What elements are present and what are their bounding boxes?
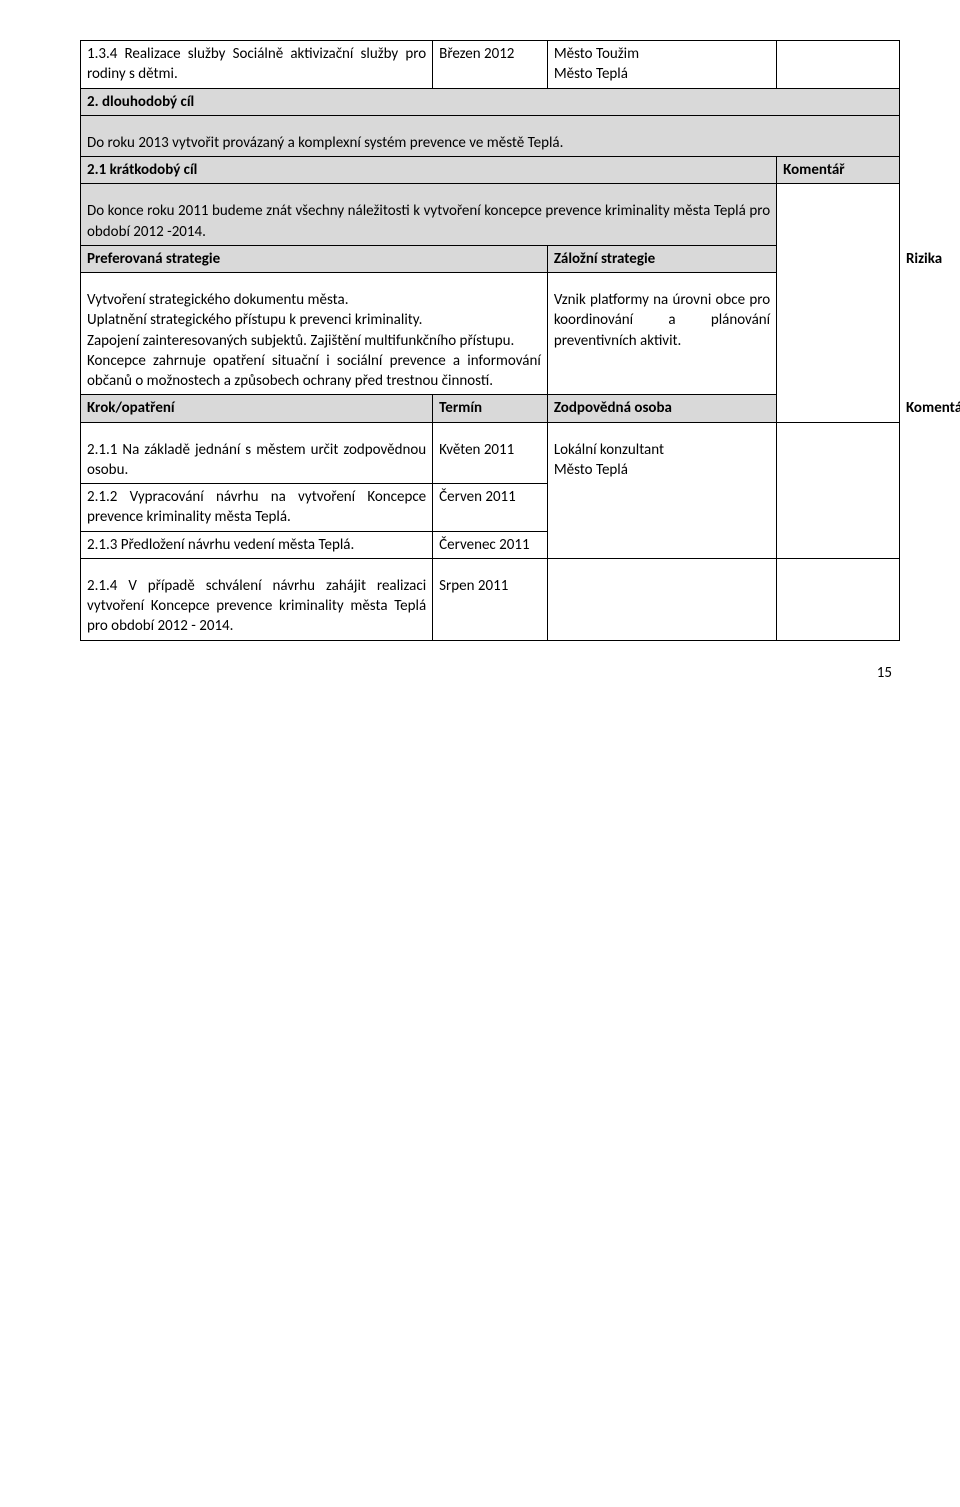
cell-backup-strategy-text: Vznik platformy na úrovni obce pro koord…	[547, 273, 776, 395]
document-table: 1.3.4 Realizace služby Sociálně aktiviza…	[80, 40, 900, 641]
table-row: 2.1.4 V případě schválení návrhu zahájit…	[81, 558, 900, 640]
cell-longterm-goal-text: Do roku 2013 vytvořit provázaný a komple…	[81, 115, 900, 156]
cell-responsible: Lokální konzultant Město Teplá	[547, 422, 776, 558]
paragraph: 2.1.1 Na základě jednání s městem určit …	[87, 440, 426, 481]
text-city: Město Teplá	[554, 460, 770, 480]
table-row: 2.1 krátkodobý cíl Komentář	[81, 157, 900, 184]
paragraph: Do konce roku 2011 budeme znát všechny n…	[87, 201, 770, 242]
cell-preferred-strategy-text: Vytvoření strategického dokumentu města.…	[81, 273, 548, 395]
cell-longterm-goal-heading: 2. dlouhodobý cíl	[81, 88, 900, 115]
cell-step-2-1-2: 2.1.2 Vypracování návrhu na vytvoření Ko…	[81, 484, 433, 532]
cell-term: Srpen 2011	[433, 558, 548, 640]
cell-step-2-1-1: 2.1.1 Na základě jednání s městem určit …	[81, 422, 433, 484]
table-row: 2. dlouhodobý cíl	[81, 88, 900, 115]
cell-step-heading: Krok/opatření	[81, 395, 433, 422]
cell-responsible-heading: Zodpovědná osoba	[547, 395, 776, 422]
cell-term: Červenec 2011	[433, 531, 548, 558]
cell-step-1-3-4: 1.3.4 Realizace služby Sociálně aktiviza…	[81, 41, 433, 89]
cell-term: Březen 2012	[433, 41, 548, 89]
cell-comment-rizika-area	[777, 184, 900, 422]
page-number: 15	[80, 663, 900, 683]
cell-term: Červen 2011	[433, 484, 548, 532]
text-city-2: Město Teplá	[554, 64, 770, 84]
cell-step-2-1-4: 2.1.4 V případě schválení návrhu zahájit…	[81, 558, 433, 640]
text: Květen 2011	[439, 440, 541, 460]
cell-empty	[777, 558, 900, 640]
text: Srpen 2011	[439, 576, 541, 596]
paragraph: Uplatnění strategického přístupu k preve…	[87, 310, 541, 330]
cell-comment-heading: Komentář	[777, 157, 900, 184]
paragraph: Vznik platformy na úrovni obce pro koord…	[554, 290, 770, 351]
paragraph: Zapojení zainteresovaných subjektů. Zaji…	[87, 331, 541, 351]
cell-empty	[777, 41, 900, 89]
cell-empty	[777, 422, 900, 558]
cell-responsible: Město Toužim Město Teplá	[547, 41, 776, 89]
text-city-1: Město Toužim	[554, 44, 770, 64]
table-row: Do roku 2013 vytvořit provázaný a komple…	[81, 115, 900, 156]
cell-step-2-1-3: 2.1.3 Předložení návrhu vedení města Tep…	[81, 531, 433, 558]
cell-term-heading: Termín	[433, 395, 548, 422]
paragraph: 2.1.4 V případě schválení návrhu zahájit…	[87, 576, 426, 637]
text-konzultant: Lokální konzultant	[554, 440, 770, 460]
table-row: Do konce roku 2011 budeme znát všechny n…	[81, 184, 900, 246]
table-row: 1.3.4 Realizace služby Sociálně aktiviza…	[81, 41, 900, 89]
cell-preferred-strategy-heading: Preferovaná strategie	[81, 245, 548, 272]
paragraph: Koncepce zahrnuje opatření situační i so…	[87, 351, 541, 392]
paragraph: Do roku 2013 vytvořit provázaný a komple…	[87, 133, 893, 153]
cell-term: Květen 2011	[433, 422, 548, 484]
cell-empty	[547, 558, 776, 640]
table-row: 2.1.1 Na základě jednání s městem určit …	[81, 422, 900, 484]
paragraph: Vytvoření strategického dokumentu města.	[87, 290, 541, 310]
cell-shortterm-goal-text: Do konce roku 2011 budeme znát všechny n…	[81, 184, 777, 246]
cell-backup-strategy-heading: Záložní strategie	[547, 245, 776, 272]
cell-shortterm-goal-heading: 2.1 krátkodobý cíl	[81, 157, 777, 184]
